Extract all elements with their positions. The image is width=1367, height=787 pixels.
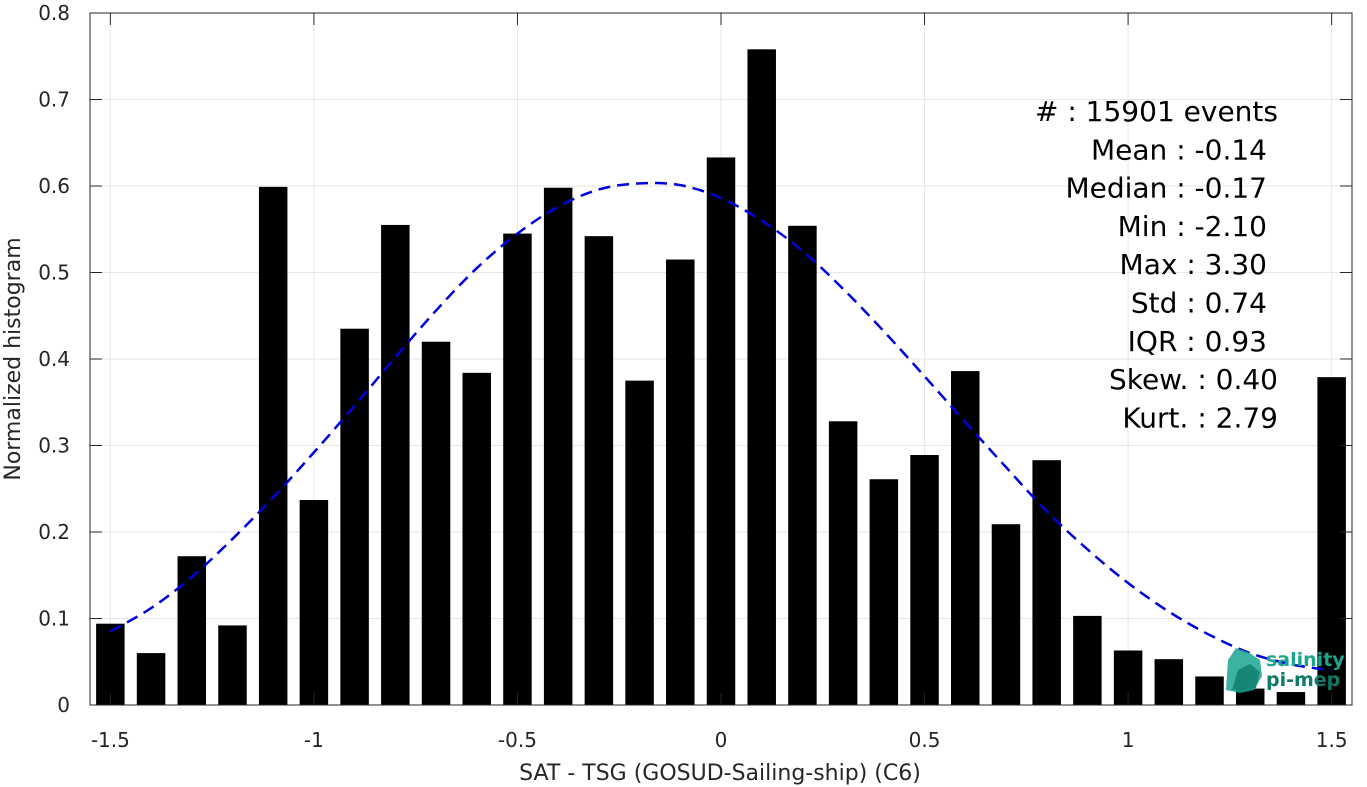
histogram-bar [1235,688,1265,705]
stat-line: Mean : -0.14 [1091,133,1267,166]
y-tick-label: 0.1 [38,607,70,631]
histogram-bar [503,233,532,705]
stat-line: Max : 3.30 [1120,248,1267,281]
stat-line: Std : 0.74 [1131,287,1267,320]
stat-line: Kurt. : 2.79 [1122,401,1278,434]
x-tick-label: -1 [304,728,324,752]
histogram-bar [421,341,451,705]
y-tick-labels: 0 0.1 0.2 0.3 0.4 0.5 0.6 0.7 0.8 [38,1,70,717]
x-tick-label: 0 [715,728,728,752]
x-tick-label: 1 [1122,728,1135,752]
histogram-bar [1032,460,1061,705]
histogram-bar [299,499,329,705]
stat-line: Skew. : 0.40 [1109,363,1278,396]
histogram-bar [177,556,207,705]
normal-fit-curve [109,181,1332,672]
histogram-bar [96,623,125,705]
y-tick-label: 0.2 [38,520,70,544]
histogram-bar [666,259,695,705]
histogram-bar [706,157,736,705]
logo-wave-shape [1232,664,1260,690]
y-tick-label: 0.5 [38,261,70,285]
y-tick-label: 0 [57,693,70,717]
histogram-bar [543,187,573,706]
histogram-bar [910,455,939,705]
y-axis-label: Normalized histogram [1,237,26,480]
histogram-bar [218,625,247,705]
logo-text-line2: pi-mep [1266,669,1340,691]
histogram-bar [340,328,369,705]
histogram-bar [747,49,776,705]
histogram-bar [136,653,166,705]
histogram-bar [625,380,654,705]
stat-line: Median : -0.17 [1065,172,1267,205]
histogram-bar [584,236,614,706]
histogram-bar [869,479,899,705]
statistics-annotation: # : 15901 events Mean : -0.14 Median : -0.… [1035,95,1278,434]
x-tick-label: 0.5 [909,728,941,752]
y-tick-label: 0.4 [38,347,70,371]
histogram-bar [1317,377,1346,705]
y-tick-label: 0.8 [38,1,70,25]
histogram-bar [828,421,858,705]
histogram-bar [951,371,980,705]
x-tick-label: -1.5 [91,728,130,752]
histogram-bar [381,224,410,706]
x-tick-label: -0.5 [498,728,537,752]
stat-line: # : 15901 events [1035,95,1278,128]
histogram-bar [788,225,817,706]
axis-ticks [90,12,1352,706]
stat-line: IQR : 0.93 [1128,325,1267,358]
y-tick-label: 0.3 [38,434,70,458]
histogram-bar [991,524,1021,705]
x-tick-labels: -1.5 -1 -0.5 0 0.5 1 1.5 [91,728,1348,752]
histogram-bars [96,49,1346,706]
histogram-bar [462,372,491,705]
histogram-bar [258,186,288,706]
salinity-pimep-logo: salinity pi-mep [1226,648,1345,693]
y-tick-label: 0.6 [38,174,70,198]
histogram-bar [1195,676,1224,705]
x-tick-label: 1.5 [1316,728,1348,752]
x-axis-label: SAT - TSG (GOSUD-Sailing-ship) (C6) [519,761,921,786]
histogram-bar [1276,692,1306,705]
histogram-bar [1073,615,1102,705]
logo-text-line1: salinity [1266,649,1345,671]
stat-line: Min : -2.10 [1118,210,1267,243]
y-tick-label: 0.7 [38,88,70,112]
histogram-bar [1154,659,1184,705]
